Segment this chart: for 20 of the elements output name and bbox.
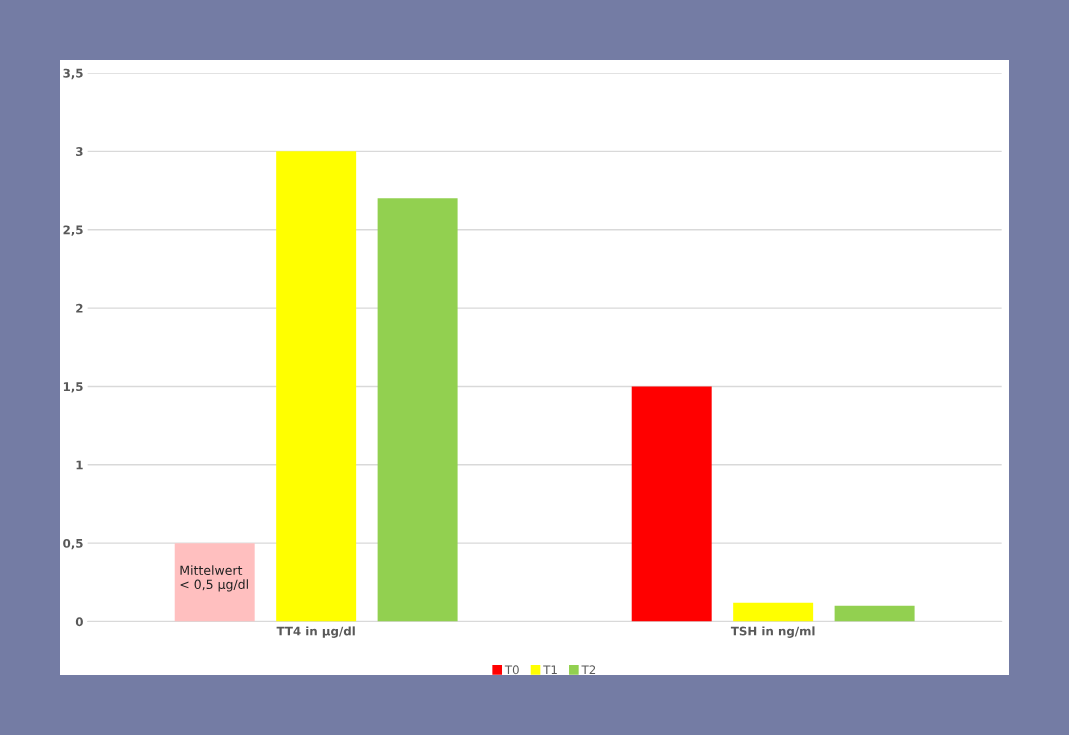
y-tick-label: 2,5 <box>63 225 83 236</box>
y-tick-label: 1,5 <box>63 382 83 393</box>
bar <box>276 151 357 622</box>
y-tick-label: 0 <box>75 617 83 627</box>
bar <box>834 605 915 622</box>
x-tick-label: TSH in ng/ml <box>730 626 815 638</box>
y-tick-label: 2 <box>76 303 83 313</box>
legend-label: T1 <box>543 665 557 675</box>
bar <box>377 198 458 622</box>
y-tick-label: 3,5 <box>63 68 83 80</box>
legend-label: T2 <box>581 665 596 675</box>
y-tick-label: 0,5 <box>63 538 83 550</box>
y-tick-label: 1 <box>76 460 83 470</box>
legend-label: T0 <box>504 665 519 675</box>
x-tick-label: TT4 in µg/dl <box>276 626 355 638</box>
bar <box>174 543 255 622</box>
bar <box>733 602 814 622</box>
y-tick-label: 3 <box>76 147 83 156</box>
bar <box>631 386 712 622</box>
annotation: Mittelwert < 0,5 µg/dl <box>180 565 248 592</box>
